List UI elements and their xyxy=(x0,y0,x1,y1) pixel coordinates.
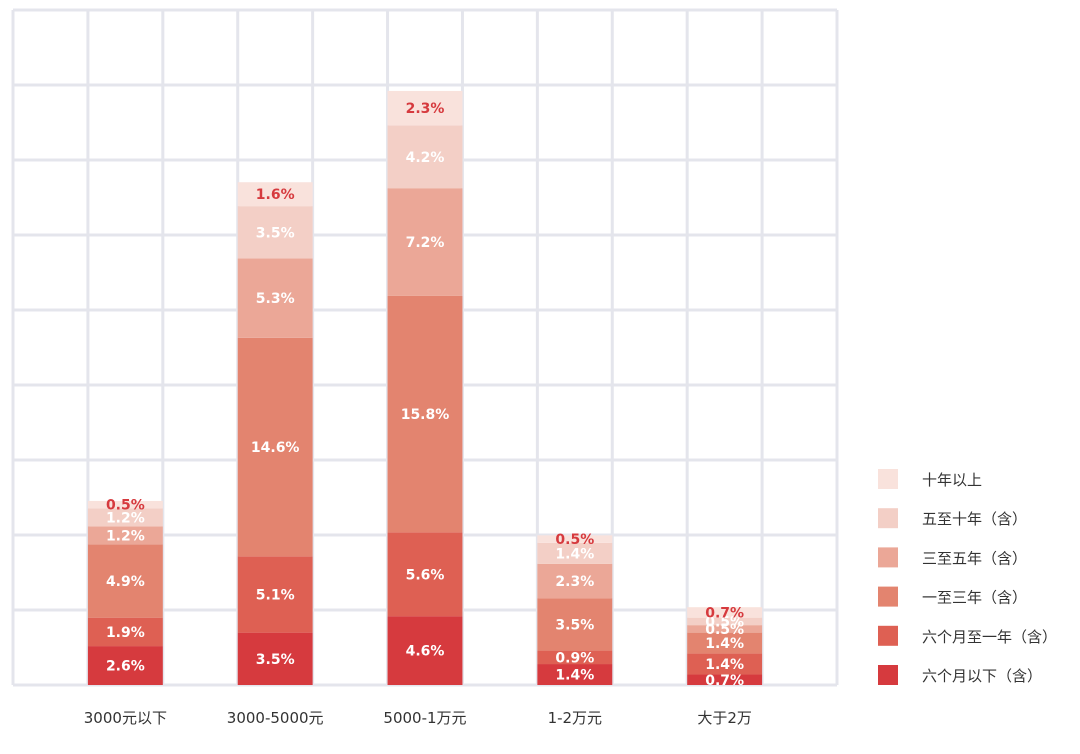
bar-segment xyxy=(537,542,613,564)
legend-label: 十年以上 xyxy=(922,471,982,489)
legend-swatch xyxy=(878,665,898,685)
bar-segment xyxy=(237,337,313,557)
data-label: 2.3% xyxy=(555,574,594,590)
data-label: 4.9% xyxy=(106,574,145,590)
bar-segment xyxy=(87,544,163,618)
bar-segment xyxy=(87,646,163,685)
legend-item: 六个月至一年（含） xyxy=(878,625,1057,646)
legend-item: 六个月以下（含） xyxy=(878,665,1042,685)
category-label: 大于2万 xyxy=(697,709,752,727)
bar-segment xyxy=(87,526,163,545)
bar-segment xyxy=(537,563,613,599)
category-axis: 3000元以下 3000-5000元 5000-1万元 1-2万元 大于2万 xyxy=(84,709,752,727)
bar-segment xyxy=(687,617,763,626)
data-label: 1.9% xyxy=(106,625,145,641)
bar-segment xyxy=(537,598,613,651)
data-label: 1.4% xyxy=(705,636,744,652)
bar-segment xyxy=(687,653,763,675)
bar-segment xyxy=(687,632,763,654)
legend-swatch xyxy=(878,469,898,489)
data-label: 0.7% xyxy=(705,605,744,621)
bar-segment xyxy=(537,650,613,665)
bar-segment xyxy=(537,535,613,543)
legend-swatch xyxy=(878,586,898,607)
data-label: 0.9% xyxy=(555,650,594,666)
bar-segment xyxy=(237,632,313,685)
category-label: 3000元以下 xyxy=(84,709,167,727)
data-label: 5.3% xyxy=(256,291,295,307)
data-label: 1.2% xyxy=(106,510,145,526)
bar-segment xyxy=(237,556,313,633)
bar-segment xyxy=(87,508,163,527)
data-label: 2.3% xyxy=(406,101,445,117)
data-label: 4.2% xyxy=(406,150,445,166)
data-labels: 2.6%1.9%4.9%1.2%1.2%0.5%3.5%5.1%14.6%5.3… xyxy=(106,101,744,689)
data-label: 3.5% xyxy=(256,225,295,241)
bar-segment xyxy=(87,500,163,509)
legend-item: 一至三年（含） xyxy=(878,586,1027,607)
bar-segment xyxy=(387,125,463,189)
data-label: 14.6% xyxy=(251,440,300,456)
bar-segment xyxy=(387,532,463,617)
data-label: 0.5% xyxy=(555,532,594,548)
data-label: 0.5% xyxy=(705,622,744,638)
legend-item: 十年以上 xyxy=(878,469,982,489)
category-label: 3000-5000元 xyxy=(227,709,324,727)
legend-swatch xyxy=(878,547,898,568)
bar-segment xyxy=(387,188,463,296)
legend-swatch xyxy=(878,508,898,529)
bar-segment xyxy=(387,616,463,685)
legend-label: 五至十年（含） xyxy=(922,510,1027,528)
bar-segment xyxy=(237,206,313,259)
bar-segment xyxy=(687,625,763,633)
data-label: 3.5% xyxy=(256,652,295,668)
bars xyxy=(87,90,763,685)
data-label: 15.8% xyxy=(401,407,450,423)
legend-label: 六个月至一年（含） xyxy=(922,628,1057,646)
bar-segment xyxy=(237,258,313,338)
bar-segment xyxy=(387,295,463,533)
legend-label: 一至三年（含） xyxy=(922,589,1027,607)
legend-swatch xyxy=(878,625,898,646)
category-label: 5000-1万元 xyxy=(383,709,466,727)
data-label: 2.6% xyxy=(106,659,145,675)
data-label: 1.4% xyxy=(705,657,744,673)
data-label: 7.2% xyxy=(406,235,445,251)
data-label: 5.6% xyxy=(406,567,445,583)
bar-segment xyxy=(687,674,763,685)
data-label: 0.5% xyxy=(106,498,145,514)
category-label: 1-2万元 xyxy=(548,709,603,727)
data-label: 4.6% xyxy=(406,644,445,660)
legend-item: 三至五年（含） xyxy=(878,547,1027,568)
bar-segment xyxy=(687,607,763,618)
data-label: 5.1% xyxy=(256,587,295,603)
bar-segment xyxy=(87,617,163,647)
bar-segment xyxy=(537,664,613,685)
data-label: 1.4% xyxy=(555,546,594,562)
legend-label: 六个月以下（含） xyxy=(922,667,1042,685)
data-label: 3.5% xyxy=(555,617,594,633)
data-label: 0.5% xyxy=(705,614,744,630)
data-label: 1.4% xyxy=(555,668,594,684)
data-label: 1.6% xyxy=(256,187,295,203)
data-label: 0.7% xyxy=(705,673,744,689)
bar-segment xyxy=(237,182,313,207)
bar-segment xyxy=(387,90,463,126)
data-label: 1.2% xyxy=(106,528,145,544)
legend-label: 三至五年（含） xyxy=(922,549,1027,567)
legend-item: 五至十年（含） xyxy=(878,508,1027,529)
